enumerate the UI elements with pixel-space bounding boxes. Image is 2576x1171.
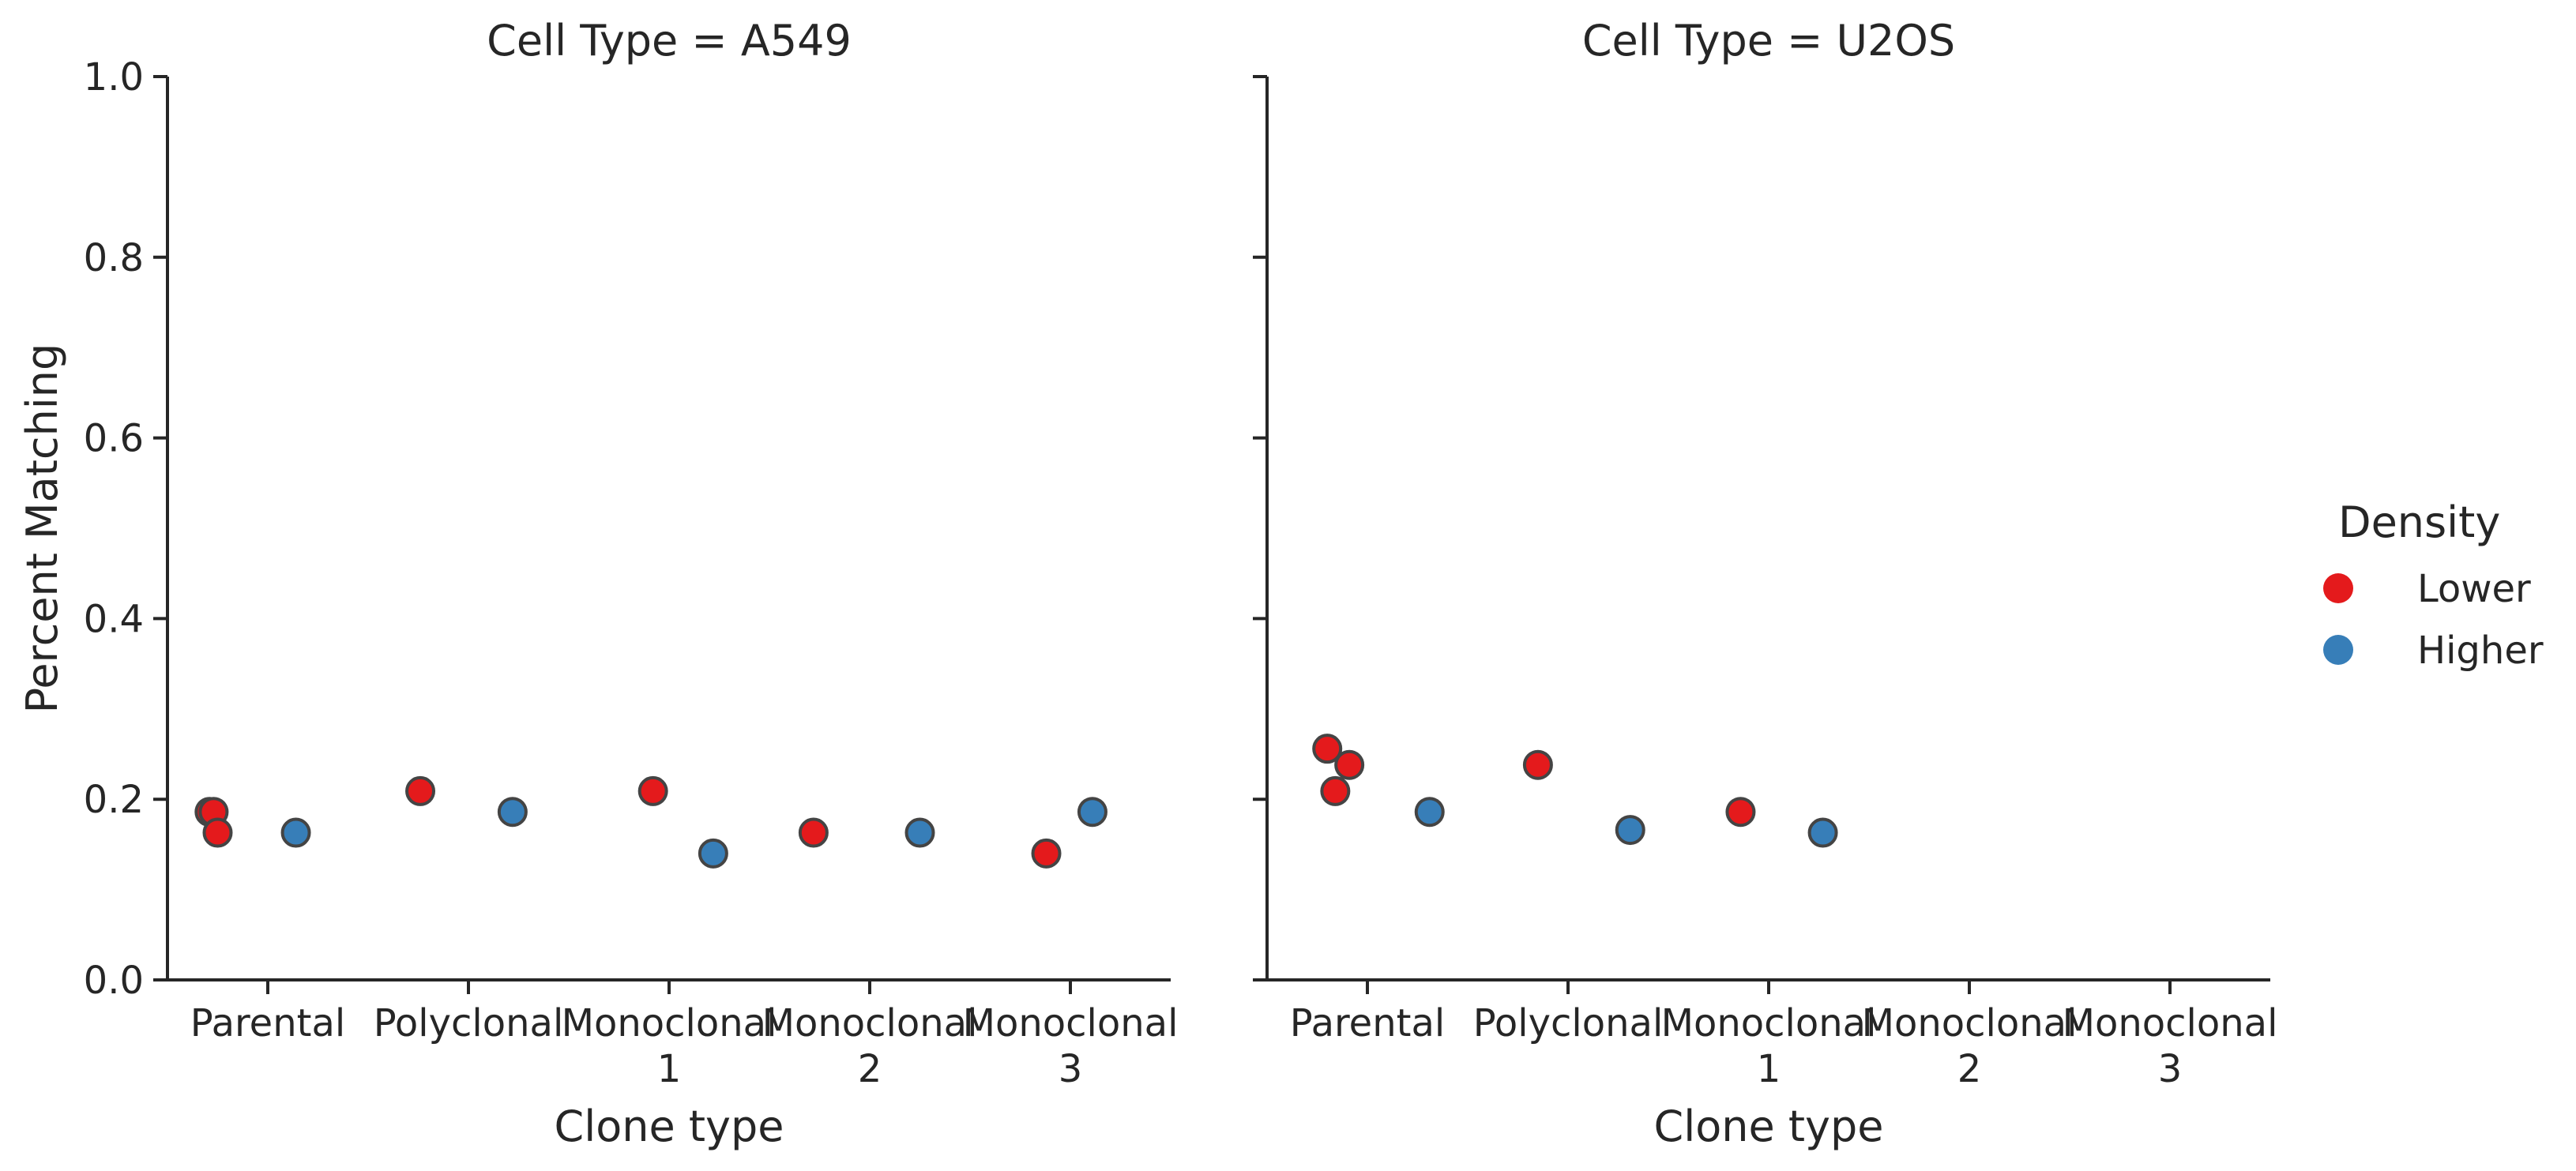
x-axis-label: Clone type <box>555 1102 784 1151</box>
x-tick-label: Monoclonal <box>963 1001 1179 1045</box>
data-point-lower <box>405 775 436 806</box>
x-tick-label-line2: 3 <box>2158 1047 2183 1091</box>
data-point-higher <box>497 797 528 828</box>
x-axis-label: Clone type <box>1654 1102 1884 1151</box>
y-tick-label: 0.0 <box>84 959 144 1003</box>
y-tick-label: 1.0 <box>84 55 144 99</box>
data-point-higher <box>1414 797 1445 828</box>
y-tick-label: 0.4 <box>84 597 144 641</box>
x-tick-label: Parental <box>190 1001 345 1045</box>
x-tick-label-line2: 2 <box>858 1047 882 1091</box>
x-tick-label: Monoclonal <box>1862 1001 2078 1045</box>
data-point-higher <box>1615 815 1645 846</box>
legend-label-higher: Higher <box>2417 629 2544 673</box>
data-point-higher <box>1807 817 1838 848</box>
x-tick-label-line2: 1 <box>1757 1047 1781 1091</box>
x-tick-label: Monoclonal <box>2063 1001 2278 1045</box>
data-point-higher <box>280 817 311 848</box>
y-tick-label: 0.2 <box>84 778 144 822</box>
data-point-higher <box>1077 797 1107 828</box>
data-point-lower <box>202 817 233 848</box>
legend-marker-lower <box>2323 573 2353 603</box>
x-tick-label: Monoclonal <box>762 1001 978 1045</box>
data-point-lower <box>637 775 668 806</box>
panel-title: Cell Type = U2OS <box>1582 16 1955 66</box>
data-point-lower <box>1522 749 1553 780</box>
data-point-lower <box>798 817 829 848</box>
x-tick-label-line2: 3 <box>1059 1047 1083 1091</box>
x-tick-label-line2: 1 <box>657 1047 682 1091</box>
legend: Density Lower Higher <box>2323 497 2544 673</box>
legend-label-lower: Lower <box>2417 567 2531 611</box>
legend-marker-higher <box>2323 635 2353 665</box>
data-point-higher <box>698 838 728 869</box>
panel-1: Cell Type = A549 0.0 0.2 0.4 0.6 0.8 1.0 Parent… <box>17 16 1178 1151</box>
data-point-lower <box>1320 775 1351 806</box>
data-point-higher <box>904 817 935 848</box>
data-point-lower <box>1031 838 1062 869</box>
panel-title: Cell Type = A549 <box>487 16 852 66</box>
x-tick-label-line2: 2 <box>1957 1047 1982 1091</box>
y-axis-label: Percent Matching <box>17 343 67 714</box>
x-tick-label: Parental <box>1290 1001 1445 1045</box>
y-tick-label: 0.8 <box>84 236 144 280</box>
x-tick-label: Polyclonal <box>1473 1001 1664 1045</box>
x-tick-label: Monoclonal <box>562 1001 777 1045</box>
data-point-lower <box>1334 749 1365 780</box>
y-tick-label: 0.6 <box>84 417 144 461</box>
panels: Cell Type = A549 0.0 0.2 0.4 0.6 0.8 1.0 Parent… <box>17 16 2277 1151</box>
data-point-lower <box>1725 797 1756 828</box>
x-tick-label: Monoclonal <box>1661 1001 1877 1045</box>
data-point-lower <box>1312 734 1343 764</box>
x-tick-label: Polyclonal <box>374 1001 564 1045</box>
legend-title: Density <box>2338 497 2500 547</box>
